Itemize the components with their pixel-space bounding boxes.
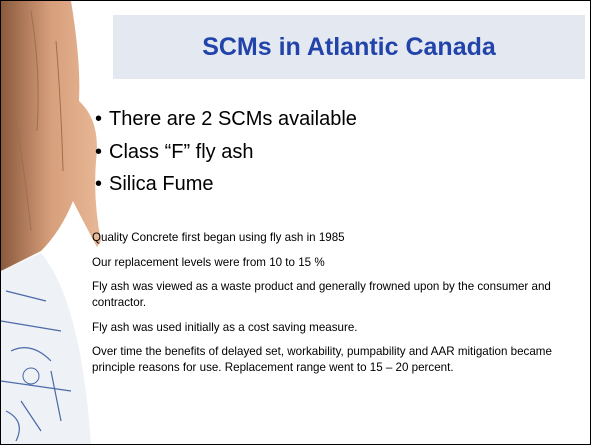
bullet-text: There are 2 SCMs available	[109, 108, 357, 130]
paragraph: Over time the benefits of delayed set, w…	[92, 344, 570, 376]
paragraph: Our replacement levels were from 10 to 1…	[92, 255, 570, 271]
paragraph: Quality Concrete first began using fly a…	[92, 230, 570, 246]
bullet-text: Class “F” fly ash	[109, 141, 253, 163]
body-text: Quality Concrete first began using fly a…	[92, 230, 570, 385]
slide: SCMs in Atlantic Canada •There are 2 SCM…	[0, 0, 591, 445]
bullet-item: •Silica Fume	[95, 173, 213, 196]
bullet-text: Silica Fume	[109, 173, 213, 195]
paragraph: Fly ash was used initially as a cost sav…	[92, 320, 570, 336]
bullet-dot: •	[95, 141, 109, 164]
slide-title: SCMs in Atlantic Canada	[113, 15, 585, 79]
bullet-item: •Class “F” fly ash	[95, 141, 253, 164]
bullet-item: •There are 2 SCMs available	[95, 108, 357, 131]
bullet-dot: •	[95, 108, 109, 131]
bullet-dot: •	[95, 173, 109, 196]
paragraph: Fly ash was viewed as a waste product an…	[92, 279, 570, 311]
